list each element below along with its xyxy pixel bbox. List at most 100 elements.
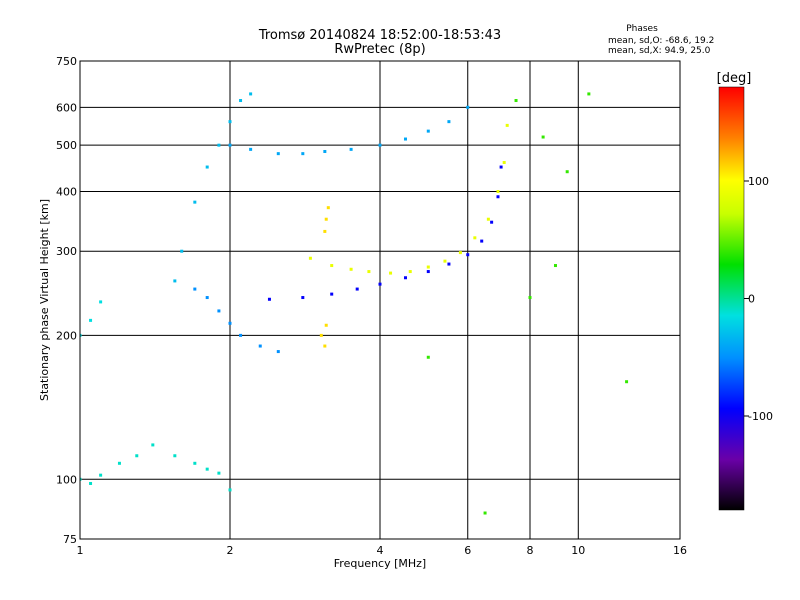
chart-subtitle: RwPretec (8p) <box>334 42 425 57</box>
x-tick-label-16: 16 <box>673 544 687 557</box>
data-point <box>323 149 327 153</box>
data-point <box>228 143 232 147</box>
data-point <box>625 380 629 384</box>
data-point <box>193 200 197 204</box>
y-tick-label-200: 200 <box>56 329 77 342</box>
y-tick-label-100: 100 <box>56 473 77 486</box>
data-point <box>466 105 470 109</box>
data-point <box>483 511 487 515</box>
data-point <box>276 350 280 354</box>
data-point <box>330 292 334 296</box>
data-point <box>228 321 232 325</box>
data-point <box>239 333 243 337</box>
series-0 <box>80 443 232 492</box>
data-point <box>239 99 243 103</box>
data-point <box>466 253 470 257</box>
y-tick-label-300: 300 <box>56 245 77 258</box>
data-point <box>378 282 382 286</box>
data-point <box>496 195 500 199</box>
data-point <box>80 333 82 337</box>
data-point <box>426 265 430 269</box>
data-point <box>217 143 221 147</box>
x-tick-label-10: 10 <box>571 544 585 557</box>
data-point <box>89 318 93 322</box>
plot-frame <box>79 60 681 540</box>
data-point <box>228 488 232 492</box>
stats-line-o: mean, sd,O: -68.6, 19.2 <box>608 36 714 46</box>
data-point <box>193 287 197 291</box>
data-point <box>378 143 382 147</box>
data-point <box>205 467 209 471</box>
data-point <box>349 147 353 151</box>
data-point <box>276 152 280 156</box>
grid-lines <box>80 61 680 539</box>
series-5 <box>308 123 509 275</box>
x-axis-label: Frequency [MHz] <box>334 557 426 570</box>
y-tick-label-750: 750 <box>56 55 77 68</box>
data-points <box>80 92 629 515</box>
stats-line-x: mean, sd,X: 94.9, 25.0 <box>608 46 711 56</box>
chart-title: Tromsø 20140824 18:52:00-18:53:43 <box>258 28 501 43</box>
data-point <box>355 287 359 291</box>
data-point <box>505 123 509 127</box>
data-point <box>499 165 503 169</box>
data-point <box>301 152 305 156</box>
data-point <box>389 271 393 275</box>
data-point <box>458 251 462 255</box>
x-tick-label-4: 4 <box>377 544 384 557</box>
data-point <box>541 135 545 139</box>
data-point <box>565 170 569 174</box>
data-point <box>367 270 371 274</box>
data-point <box>323 229 327 233</box>
series-2 <box>173 92 253 283</box>
series-1 <box>80 300 103 337</box>
data-point <box>80 477 82 481</box>
y-axis-ticks: 75 100 200 300 400 500 600 750 <box>56 55 77 546</box>
data-point <box>173 279 177 283</box>
data-point <box>553 264 557 268</box>
data-point <box>249 147 253 151</box>
data-point <box>426 355 430 359</box>
data-point <box>117 461 121 465</box>
data-point <box>514 99 518 103</box>
x-tick-label-1: 1 <box>77 544 84 557</box>
data-point <box>349 267 353 271</box>
data-point <box>496 189 500 193</box>
colorbar-tick-label-0: 0 <box>748 293 755 306</box>
series-7 <box>319 206 330 348</box>
data-point <box>330 264 334 268</box>
data-point <box>151 443 155 447</box>
data-point <box>180 249 184 253</box>
data-point <box>587 92 591 96</box>
data-point <box>528 296 532 300</box>
data-point <box>324 323 328 327</box>
data-point <box>89 481 93 485</box>
data-point <box>249 92 253 96</box>
y-tick-label-75: 75 <box>63 533 77 546</box>
data-point <box>217 471 221 475</box>
data-point <box>228 120 232 124</box>
data-point <box>173 454 177 458</box>
data-point <box>426 129 430 133</box>
data-point <box>99 473 103 477</box>
data-point <box>490 220 494 224</box>
data-point <box>403 276 407 280</box>
data-point <box>473 236 477 240</box>
colorbar-ticks: 100 0 -100 <box>744 175 773 423</box>
data-point <box>408 270 412 274</box>
y-tick-label-400: 400 <box>56 185 77 198</box>
stats-title: Phases <box>626 24 658 34</box>
colorbar <box>718 86 745 511</box>
data-point <box>205 165 209 169</box>
data-point <box>403 137 407 141</box>
data-point <box>193 461 197 465</box>
series-8 <box>426 92 629 515</box>
colorbar-label: [deg] <box>717 71 752 86</box>
data-point <box>426 270 430 274</box>
y-axis-label: Stationary phase Virtual Height [km] <box>38 199 51 401</box>
data-point <box>205 296 209 300</box>
data-point <box>258 344 262 348</box>
x-tick-label-2: 2 <box>227 544 234 557</box>
data-point <box>486 217 490 221</box>
data-point <box>217 309 221 313</box>
